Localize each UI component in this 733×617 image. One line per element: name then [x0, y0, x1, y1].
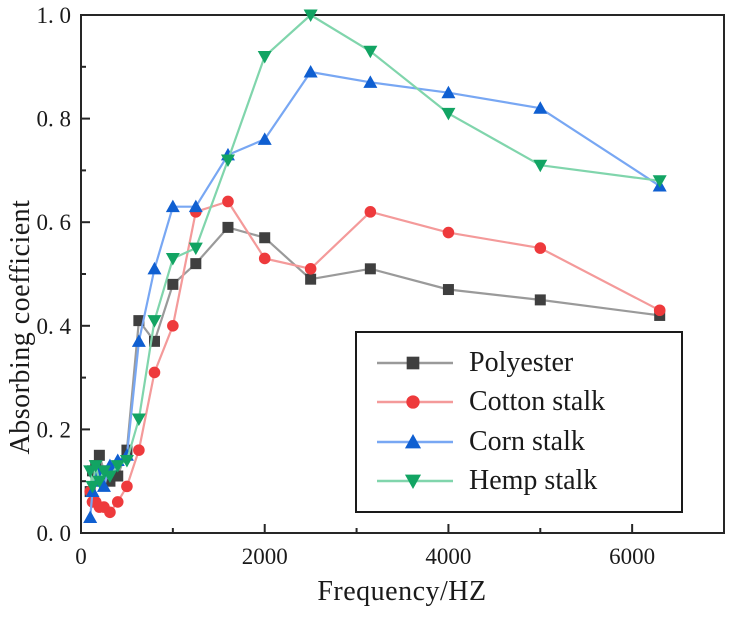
triangle-down-marker-icon [404, 475, 422, 490]
y-tick-label: 0. 6 [37, 210, 72, 235]
polyester-data-point [167, 278, 179, 290]
cotton-stalk-data-point [258, 252, 271, 265]
hemp-stalk-data-point [85, 480, 100, 494]
hemp-stalk-legend-sample [377, 475, 453, 490]
cotton-stalk-data-point [534, 242, 547, 254]
legend-item-hemp-stalk: Hemp stalk [377, 467, 681, 495]
x-tick-label: 0 [75, 544, 87, 569]
polyester-data-point [190, 258, 202, 270]
hemp-stalk-data-point [147, 315, 162, 328]
hemp-stalk-data-point [165, 252, 180, 266]
hemp-stalk-data-point [110, 460, 125, 473]
x-tick-label: 4000 [425, 544, 471, 569]
cotton-stalk-data-point [167, 320, 179, 332]
hemp-stalk-data-point [303, 9, 318, 22]
hemp-stalk-data-point [220, 154, 235, 168]
hemp-stalk-data-point [92, 475, 107, 489]
legend: Polyester Cotton stalk Corn stalk Hemp stal… [355, 331, 683, 513]
cotton-stalk-legend-sample [377, 395, 453, 409]
cotton-stalk-data-point [111, 496, 124, 508]
polyester-data-point [259, 232, 271, 244]
hemp-stalk-data-point [441, 107, 456, 121]
cotton-stalk-data-point [104, 506, 116, 519]
cotton-stalk-data-point [222, 195, 234, 208]
legend-item-corn-stalk: Corn stalk [377, 425, 681, 457]
legend-label-corn-stalk: Corn stalk [469, 425, 585, 457]
corn-stalk-data-point [147, 261, 162, 275]
x-tick-label: 2000 [242, 544, 288, 569]
x-tick-label: 6000 [609, 544, 655, 569]
polyester-data-point [148, 335, 160, 347]
corn-stalk-data-point [363, 75, 378, 88]
hemp-stalk-data-point [88, 460, 103, 473]
square-marker-icon [406, 356, 420, 369]
cotton-stalk-data-point [364, 206, 377, 218]
y-axis-title: Absorbing coefficient [5, 199, 36, 455]
hemp-stalk-data-point [102, 470, 117, 484]
cotton-stalk-data-point [121, 480, 133, 493]
hemp-stalk-data-point [363, 45, 378, 59]
cotton-stalk-data-point [304, 263, 317, 275]
legend-label-hemp-stalk: Hemp stalk [469, 465, 598, 497]
hemp-stalk-data-point [652, 175, 667, 188]
corn-stalk-data-point [96, 479, 111, 492]
x-axis-title: Frequency/HZ [317, 576, 487, 607]
y-tick-label: 0. 4 [37, 314, 72, 339]
hemp-stalk-data-point [188, 242, 203, 256]
hemp-stalk-data-point [131, 413, 146, 427]
polyester-data-point [534, 294, 546, 306]
cotton-stalk-data-point [653, 304, 666, 317]
corn-stalk-data-point [131, 334, 146, 347]
hemp-stalk-data-point [257, 50, 272, 64]
cotton-stalk-data-point [442, 226, 455, 239]
triangle-up-marker-icon [404, 433, 422, 449]
circle-marker-icon [406, 395, 420, 409]
y-tick-label: 0. 8 [37, 107, 72, 132]
legend-label-cotton-stalk: Cotton stalk [469, 386, 606, 418]
polyester-data-point [93, 449, 105, 461]
polyester-data-point [305, 273, 317, 285]
y-tick-label: 0. 0 [37, 521, 72, 546]
hemp-stalk-data-point [119, 454, 134, 468]
corn-stalk-data-point [303, 64, 318, 78]
corn-stalk-data-point [257, 132, 272, 145]
polyester-data-point [133, 315, 145, 327]
y-tick-label: 1. 0 [37, 3, 72, 28]
corn-stalk-data-point [188, 199, 203, 213]
polyester-data-point [442, 284, 454, 296]
legend-item-polyester: Polyester [377, 346, 681, 378]
legend-item-cotton-stalk: Cotton stalk [377, 388, 681, 416]
corn-stalk-data-point [165, 199, 180, 213]
corn-stalk-legend-sample [377, 433, 453, 449]
polyester-data-point [222, 221, 234, 233]
legend-label-polyester: Polyester [469, 346, 574, 378]
polyester-legend-sample [377, 356, 453, 369]
cotton-stalk-data-point [133, 444, 145, 456]
cotton-stalk-data-point [148, 366, 161, 379]
corn-stalk-data-point [441, 85, 456, 99]
polyester-data-point [364, 263, 376, 275]
hemp-stalk-data-point [533, 159, 548, 173]
polyester-data-point [112, 470, 124, 482]
corn-stalk-data-point [533, 101, 548, 114]
y-tick-label: 0. 2 [37, 417, 72, 442]
corn-stalk-data-point [83, 510, 98, 523]
